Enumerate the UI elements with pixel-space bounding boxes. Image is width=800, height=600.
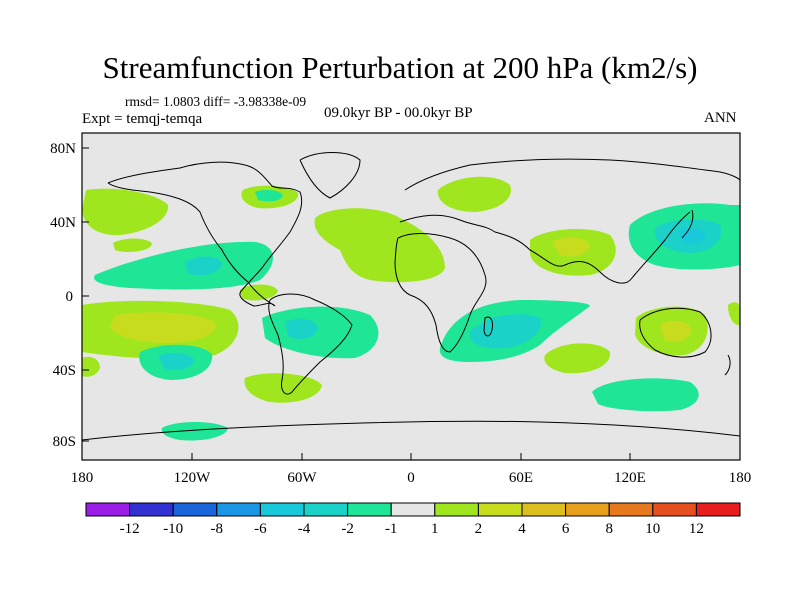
colorbar-label: -6	[254, 521, 267, 537]
lon-label-60w: 60W	[287, 470, 317, 486]
colorbar-label: -1	[385, 521, 398, 537]
colorbar-box	[390, 502, 436, 517]
fill-indian-neg-inner	[469, 314, 541, 349]
colorbar-label: 10	[645, 521, 660, 537]
colorbar-box	[608, 502, 654, 517]
season-label: ANN	[704, 110, 737, 126]
colorbar-label: -4	[298, 521, 311, 537]
colorbar-box	[695, 502, 741, 517]
fill-australia-pos-inner	[660, 320, 692, 342]
fill-hudson-inner	[255, 189, 283, 202]
fill-europe-pos	[437, 176, 511, 212]
colorbar-label: -2	[341, 521, 354, 537]
colorbar	[85, 502, 741, 517]
colorbar-box	[216, 502, 261, 517]
coast-australia	[639, 307, 712, 358]
colorbar-label: -12	[120, 521, 140, 537]
colorbar-box	[434, 502, 479, 517]
coast-madagascar	[483, 316, 493, 337]
coastlines	[82, 152, 740, 441]
colorbar-box	[477, 502, 523, 517]
fill-s-pacific-neg-inner	[158, 352, 194, 371]
fill-australia-right	[728, 302, 740, 326]
fill-mexico-small	[240, 284, 278, 301]
colorbar-box	[521, 502, 567, 517]
fill-s-indian-pos	[544, 343, 611, 374]
fill-asia-pos-inner	[552, 237, 590, 257]
contour-fills	[82, 176, 740, 441]
colorbar-label: 6	[562, 521, 570, 537]
colorbar-box	[652, 502, 697, 517]
colorbar-box	[347, 502, 392, 517]
fill-s-pacific-pos-inner	[110, 312, 216, 343]
fill-s-ocean-neg	[592, 378, 699, 412]
fill-e-pacific-neg	[94, 241, 273, 290]
colorbar-box	[85, 502, 131, 517]
colorbar-labels: -12 -10 -8 -6 -4 -2 -1 1 2 4 6 8 10 12	[120, 521, 704, 537]
colorbar-label: 4	[518, 521, 526, 537]
fill-n-pacific-west	[82, 188, 169, 236]
coast-africa	[394, 233, 487, 353]
fill-n-pacific-small	[113, 238, 152, 252]
longitude-labels: 180 120W 60W 0 60E 120E 180	[71, 470, 752, 486]
latitude-labels: 80N 40N 0 40S 80S	[50, 141, 76, 450]
colorbar-box	[129, 502, 174, 517]
tick-marks	[81, 147, 741, 460]
lat-label-40n: 40N	[50, 215, 76, 231]
colorbar-box	[303, 502, 349, 517]
fill-samerica-neg	[262, 306, 379, 359]
colorbar-label: -8	[211, 521, 224, 537]
fill-antarctic-neg	[161, 422, 228, 441]
colorbar-label: 2	[475, 521, 483, 537]
colorbar-label: 8	[605, 521, 613, 537]
lon-label-0: 0	[407, 470, 415, 486]
coast-antarctica	[82, 420, 740, 441]
coast-new-zealand	[724, 354, 731, 376]
fill-w-pacific-neg-core	[678, 228, 706, 244]
coast-eurasia-north	[404, 158, 740, 191]
colorbar-label: 12	[689, 521, 704, 537]
coast-japan	[681, 209, 694, 239]
fill-e-pacific-neg-inner	[185, 256, 222, 276]
fill-atlantic-pos	[314, 208, 445, 283]
lon-label-60e: 60E	[509, 470, 533, 486]
lon-label-120w: 120W	[174, 470, 212, 486]
colorbar-label: -10	[163, 521, 183, 537]
coast-europe-asia-south	[399, 211, 691, 284]
period-label: 09.0kyr BP - 00.0kyr BP	[324, 105, 473, 121]
lat-label-40s: 40S	[53, 363, 76, 379]
colorbar-label: 1	[431, 521, 439, 537]
colorbar-box	[172, 502, 218, 517]
plot-title: Streamfunction Perturbation at 200 hPa (…	[102, 50, 698, 85]
coast-north-america	[107, 161, 303, 307]
colorbar-box	[565, 502, 610, 517]
coast-south-america	[268, 293, 353, 395]
experiment-label: Expt = temqj-temqa	[82, 111, 203, 127]
fill-s-pacific-left	[82, 356, 100, 377]
rmsd-diff-stats: rmsd= 1.0803 diff= -3.98338e-09	[125, 94, 307, 109]
map-background	[82, 133, 740, 460]
lat-label-0: 0	[66, 289, 74, 305]
lat-label-80n: 80N	[50, 141, 76, 157]
colorbar-box	[259, 502, 305, 517]
lat-label-80s: 80S	[53, 434, 76, 450]
lon-label-180-left: 180	[71, 470, 94, 486]
fill-samerica-neg-inner	[285, 318, 318, 339]
coast-greenland	[299, 152, 361, 199]
lon-label-120e: 120E	[614, 470, 646, 486]
lon-label-180-right: 180	[729, 470, 752, 486]
